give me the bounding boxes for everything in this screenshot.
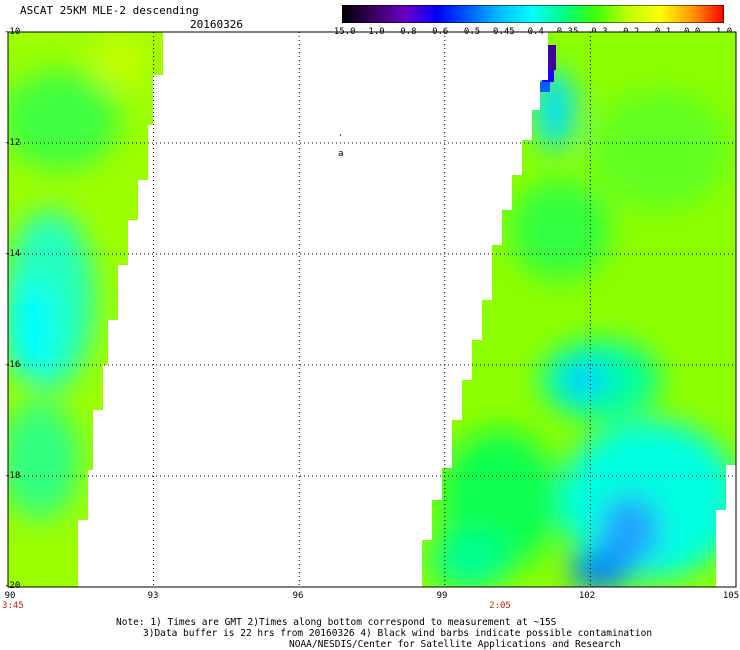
colorbar-gradient xyxy=(342,5,724,23)
lon-label: 99 xyxy=(436,591,448,601)
note-line-2: 3)Data buffer is 22 hrs from 20160326 4)… xyxy=(143,628,653,639)
lat-label: -20 xyxy=(4,581,21,591)
lon-label: 102 xyxy=(578,591,596,601)
lon-label: 90 xyxy=(4,591,16,601)
map-frame xyxy=(7,31,737,588)
swath-time-label: 3:45 xyxy=(2,601,24,611)
lat-label: -12 xyxy=(4,138,21,148)
lat-label: -18 xyxy=(4,471,21,481)
colorbar xyxy=(342,5,724,23)
contamination-mark: ' xyxy=(338,133,343,142)
lat-lon-grid xyxy=(8,32,736,587)
lon-label: 96 xyxy=(292,591,304,601)
note-line-1: Note: 1) Times are GMT 2)Times along bot… xyxy=(116,617,557,628)
lon-label: 93 xyxy=(147,591,159,601)
swath-data xyxy=(8,32,736,587)
west-swath xyxy=(8,32,163,587)
lat-label: -16 xyxy=(4,360,21,370)
east-swath xyxy=(422,32,736,587)
lat-label: -14 xyxy=(4,249,21,259)
contamination-mark: a xyxy=(338,149,343,159)
product-date: 20160326 xyxy=(190,18,243,31)
product-title: ASCAT 25KM MLE-2 descending xyxy=(20,4,199,17)
lon-label: 105 xyxy=(722,591,740,601)
note-line-3: NOAA/NESDIS/Center for Satellite Applica… xyxy=(289,639,621,650)
lat-label: -10 xyxy=(4,27,21,37)
swath-time-label: 2:05 xyxy=(489,601,511,611)
